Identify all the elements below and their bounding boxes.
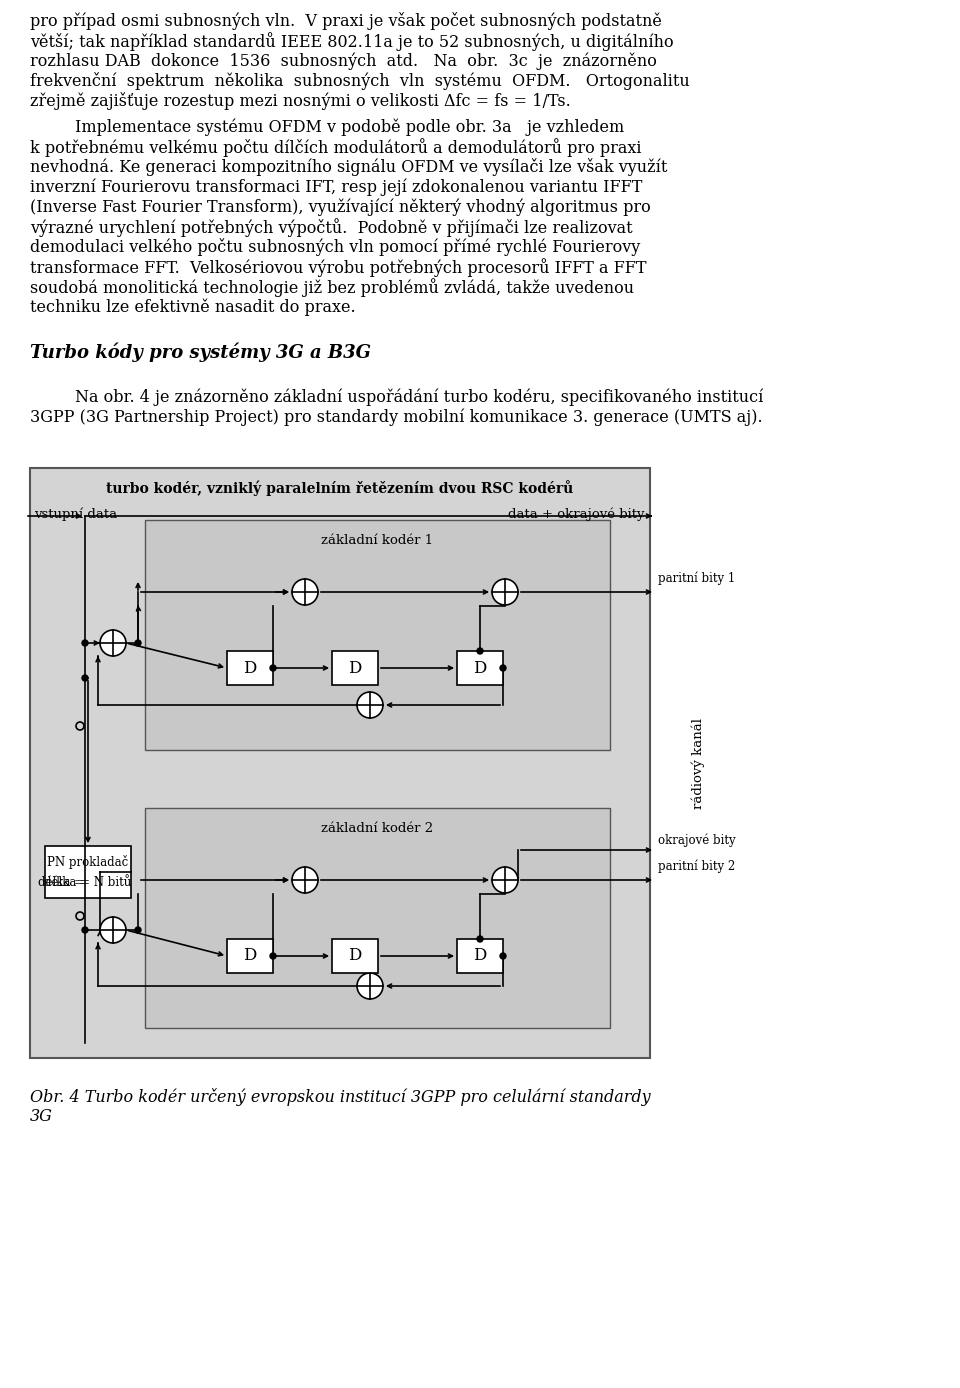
Bar <box>332 940 378 973</box>
Bar <box>457 940 503 973</box>
Text: pro případ osmi subnosných vln.  V praxi je však počet subnosných podstatně: pro případ osmi subnosných vln. V praxi … <box>30 12 661 31</box>
Text: výrazné urychlení potřebných výpočtů.  Podobně v přijímači lze realizovat: výrazné urychlení potřebných výpočtů. Po… <box>30 218 633 237</box>
Text: nevhodná. Ke generaci kompozitního signálu OFDM ve vysílači lze však využít: nevhodná. Ke generaci kompozitního signá… <box>30 158 667 176</box>
Circle shape <box>82 927 88 933</box>
Bar <box>145 520 610 750</box>
Text: frekvenční  spektrum  několika  subnosných  vln  systému  OFDM.   Ortogonalitu: frekvenční spektrum několika subnosných … <box>30 72 689 90</box>
Circle shape <box>292 579 318 605</box>
Circle shape <box>82 675 88 682</box>
Text: (Inverse Fast Fourier Transform), využívající některý vhodný algoritmus pro: (Inverse Fast Fourier Transform), využív… <box>30 198 651 215</box>
Text: D: D <box>473 948 487 965</box>
Text: 3GPP (3G Partnership Project) pro standardy mobilní komunikace 3. generace (UMTS: 3GPP (3G Partnership Project) pro standa… <box>30 408 762 426</box>
Circle shape <box>477 936 483 942</box>
Text: paritní bity 1: paritní bity 1 <box>658 572 735 584</box>
Circle shape <box>500 665 506 670</box>
Text: délka = N bitů: délka = N bitů <box>44 876 132 888</box>
Circle shape <box>82 640 88 645</box>
Text: D: D <box>473 659 487 676</box>
Circle shape <box>477 648 483 654</box>
Circle shape <box>492 579 518 605</box>
Text: turbo kodér, vzniklý paralelním řetězením dvou RSC kodérů: turbo kodér, vzniklý paralelním řetězení… <box>107 480 574 496</box>
Bar <box>45 847 131 898</box>
Text: Implementace systému OFDM v podobě podle obr. 3a   je vzhledem: Implementace systému OFDM v podobě podle… <box>75 118 624 136</box>
Text: D: D <box>348 948 362 965</box>
Circle shape <box>270 954 276 959</box>
Text: inverzní Fourierovu transformaci IFT, resp její zdokonalenou variantu IFFT: inverzní Fourierovu transformaci IFT, re… <box>30 178 642 196</box>
Bar <box>227 940 273 973</box>
Text: rozhlasu DAB  dokonce  1536  subnosných  atd.   Na  obr.  3c  je  znázorněno: rozhlasu DAB dokonce 1536 subnosných atd… <box>30 51 657 69</box>
Text: PN prokladač: PN prokladač <box>47 855 129 869</box>
Bar <box>332 651 378 686</box>
Text: větší; tak například standardů IEEE 802.11a je to 52 subnosných, u digitálního: větší; tak například standardů IEEE 802.… <box>30 32 674 51</box>
Text: 3G: 3G <box>30 1108 53 1126</box>
Circle shape <box>492 868 518 892</box>
Bar <box>30 468 650 1058</box>
Text: D: D <box>243 659 256 676</box>
Text: okrajové bity: okrajové bity <box>658 833 735 847</box>
Circle shape <box>135 640 141 645</box>
Text: techniku lze efektivně nasadit do praxe.: techniku lze efektivně nasadit do praxe. <box>30 298 355 315</box>
Circle shape <box>292 868 318 892</box>
Text: vstupní data: vstupní data <box>34 507 117 520</box>
Bar <box>145 808 610 1029</box>
Text: D: D <box>243 948 256 965</box>
Text: data + okrajové bity: data + okrajové bity <box>509 507 645 520</box>
Circle shape <box>357 973 383 999</box>
Text: k potřebnému velkému počtu dílčích modulátorů a demodulátorů pro praxi: k potřebnému velkému počtu dílčích modul… <box>30 137 641 157</box>
Bar <box>457 651 503 686</box>
Text: Turbo kódy pro systémy 3G a B3G: Turbo kódy pro systémy 3G a B3G <box>30 341 371 361</box>
Text: soudobá monolitická technologie již bez problémů zvládá, takže uvedenou: soudobá monolitická technologie již bez … <box>30 278 635 297</box>
Circle shape <box>135 927 141 933</box>
Circle shape <box>357 693 383 718</box>
Text: Obr. 4 Turbo kodér určený evropskou institucí 3GPP pro celulární standardy: Obr. 4 Turbo kodér určený evropskou inst… <box>30 1088 651 1106</box>
Text: zřejmě zajišťuje rozestup mezi nosnými o velikosti Δfc = fs = 1/Ts.: zřejmě zajišťuje rozestup mezi nosnými o… <box>30 92 571 110</box>
Text: transformace FFT.  Velkosériovou výrobu potřebných procesorů IFFT a FFT: transformace FFT. Velkosériovou výrobu p… <box>30 258 646 278</box>
Text: demodulaci velkého počtu subnosných vln pomocí přímé rychlé Fourierovy: demodulaci velkého počtu subnosných vln … <box>30 237 640 255</box>
Text: D: D <box>348 659 362 676</box>
Text: paritní bity 2: paritní bity 2 <box>658 859 735 873</box>
Bar <box>227 651 273 686</box>
Text: základní kodér 1: základní kodér 1 <box>322 533 434 547</box>
Circle shape <box>270 665 276 670</box>
Circle shape <box>100 630 126 657</box>
Text: rádiový kanál: rádiový kanál <box>691 718 705 808</box>
Text: základní kodér 2: základní kodér 2 <box>322 822 434 834</box>
Circle shape <box>100 917 126 942</box>
Circle shape <box>500 954 506 959</box>
Text: Na obr. 4 je znázorněno základní uspořádání turbo kodéru, specifikovaného instit: Na obr. 4 je znázorněno základní uspořád… <box>75 389 763 405</box>
Text: délka =: délka = <box>38 876 88 888</box>
